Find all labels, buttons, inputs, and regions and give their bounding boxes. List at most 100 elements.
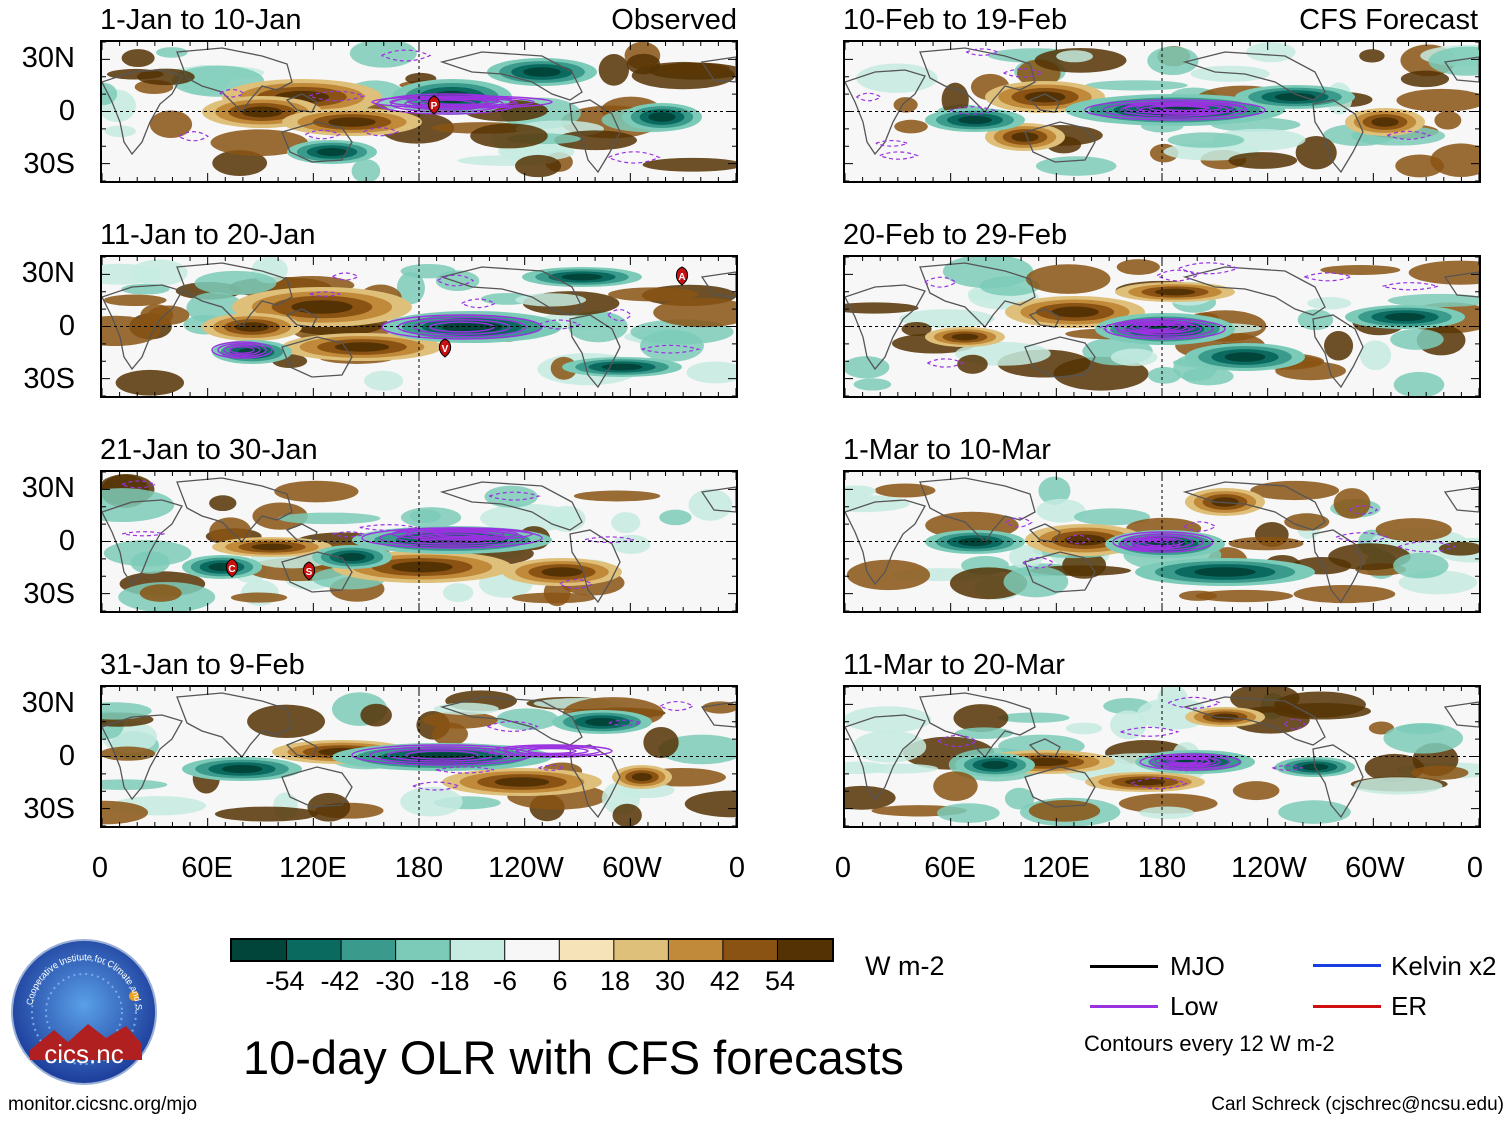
olr-wet-anomaly — [1384, 312, 1426, 322]
low-pass-contour — [1084, 99, 1266, 121]
olr-anomaly-patch — [364, 370, 404, 391]
coastline — [1182, 51, 1326, 101]
olr-dry-anomaly — [241, 106, 283, 118]
coastline — [176, 692, 293, 759]
olr-anomaly-patch — [360, 703, 392, 727]
coastline — [1182, 696, 1326, 746]
legend-label-low: Low — [1170, 991, 1218, 1021]
olr-anomaly-patch — [1390, 328, 1444, 350]
y-tick-label: 30S — [23, 578, 75, 610]
coastline — [845, 499, 926, 586]
low-pass-contour — [425, 98, 499, 106]
coastline — [285, 523, 318, 543]
low-pass-contour — [211, 341, 273, 359]
logo-text: cics.nc — [44, 1039, 123, 1069]
coastline — [439, 481, 583, 531]
colorbar-tick: 18 — [599, 966, 631, 996]
legend-label-mjo: MJO — [1170, 951, 1225, 981]
x-tick-label: 60W — [1345, 852, 1405, 884]
low-pass-contour — [1125, 538, 1175, 550]
low-pass-contour-negative — [607, 308, 633, 322]
map-panel-20-feb-to-29-feb — [843, 255, 1481, 398]
olr-anomaly-patch — [115, 369, 185, 396]
storm-marker-v: V — [436, 338, 454, 363]
olr-anomaly-patch — [1035, 156, 1117, 176]
olr-anomaly-patch — [859, 763, 939, 774]
x-tick-label: 60E — [181, 852, 233, 884]
low-pass-contour-negative — [660, 700, 695, 712]
colorbar-tick: -18 — [430, 966, 470, 996]
colorbar-tick: -30 — [375, 966, 415, 996]
colorbar-swatch — [395, 940, 451, 960]
low-pass-contour-negative — [1120, 726, 1180, 737]
low-pass-contour — [1130, 322, 1180, 332]
coastline — [281, 121, 353, 163]
olr-anomaly-patch — [1434, 111, 1462, 130]
olr-dry-anomaly — [631, 772, 653, 782]
y-tick-label: 30N — [21, 687, 75, 719]
olr-anomaly-patch — [1228, 536, 1304, 551]
olr-anomaly-patch — [1190, 65, 1270, 82]
olr-anomaly-patch — [1025, 264, 1111, 294]
coastline — [285, 738, 318, 758]
y-tick-label: 30N — [21, 257, 75, 289]
x-tick-label: 0 — [1466, 852, 1484, 884]
colorbar-tick: 30 — [654, 966, 686, 996]
legend-label-er: ER — [1391, 991, 1428, 1021]
low-pass-contour-negative — [332, 531, 367, 538]
low-pass-contour — [419, 529, 505, 539]
olr-anomaly-patch — [214, 806, 318, 822]
olr-anomaly-patch — [642, 157, 736, 172]
olr-anomaly-patch — [1359, 340, 1392, 371]
olr-anomaly-patch — [845, 706, 932, 733]
coastline — [569, 314, 621, 389]
low-pass-contour — [1160, 104, 1210, 112]
olr-dry-anomaly — [391, 561, 453, 573]
colorbar-swatch — [504, 940, 560, 960]
olr-anomaly-patch — [194, 270, 277, 296]
olr-anomaly-patch — [1036, 498, 1086, 523]
coastline — [1312, 314, 1364, 389]
olr-anomaly-patch — [1228, 152, 1298, 169]
coastline — [102, 714, 183, 801]
low-pass-contour — [1124, 101, 1246, 115]
footer-url[interactable]: monitor.cicsnc.org/mjo — [8, 1094, 198, 1115]
olr-anomaly-patch — [212, 150, 268, 176]
coastline — [1182, 266, 1326, 316]
low-pass-contour-negative — [949, 106, 997, 115]
olr-anomaly-patch — [1393, 371, 1445, 396]
olr-wet-anomaly — [1274, 92, 1316, 102]
olr-anomaly-patch — [659, 509, 692, 526]
low-pass-contour-negative — [121, 480, 157, 489]
storm-marker-letter: P — [431, 101, 438, 112]
olr-anomaly-patch — [121, 49, 155, 68]
olr-anomaly-patch — [102, 488, 175, 523]
storm-marker-letter: C — [228, 564, 235, 575]
olr-anomaly-patch — [1324, 330, 1354, 361]
olr-anomaly-patch — [954, 727, 1014, 739]
coastline — [700, 56, 736, 83]
olr-anomaly-patch — [103, 294, 167, 307]
low-pass-contour-negative — [488, 491, 541, 501]
olr-wet-anomaly — [404, 752, 480, 762]
low-pass-contour-negative — [381, 49, 432, 62]
panel-title: 1-Jan to 10-Jan — [100, 4, 302, 36]
olr-wet-anomaly — [981, 760, 1009, 770]
olr-anomaly-patch — [1359, 49, 1385, 63]
cics-logo: cics.nc Cooperative Institute for Climat… — [7, 930, 158, 1086]
olr-anomaly-patch — [1278, 800, 1351, 824]
olr-anomaly-patch — [1116, 259, 1160, 275]
low-pass-contour-negative — [1304, 272, 1354, 282]
map-panel-21-jan-to-30-jan — [100, 470, 738, 613]
olr-anomaly-patch — [852, 730, 927, 763]
olr-anomaly-patch — [1400, 70, 1450, 88]
olr-anomaly-patch — [130, 551, 170, 574]
low-pass-contour — [1148, 103, 1222, 113]
low-pass-contour-negative — [122, 531, 165, 537]
olr-anomaly-patch — [1147, 46, 1199, 76]
colorbar-swatch — [341, 940, 397, 960]
coastline — [1443, 486, 1479, 513]
coastline — [845, 714, 926, 801]
olr-dry-anomaly — [1011, 132, 1039, 142]
coastline — [176, 477, 293, 544]
